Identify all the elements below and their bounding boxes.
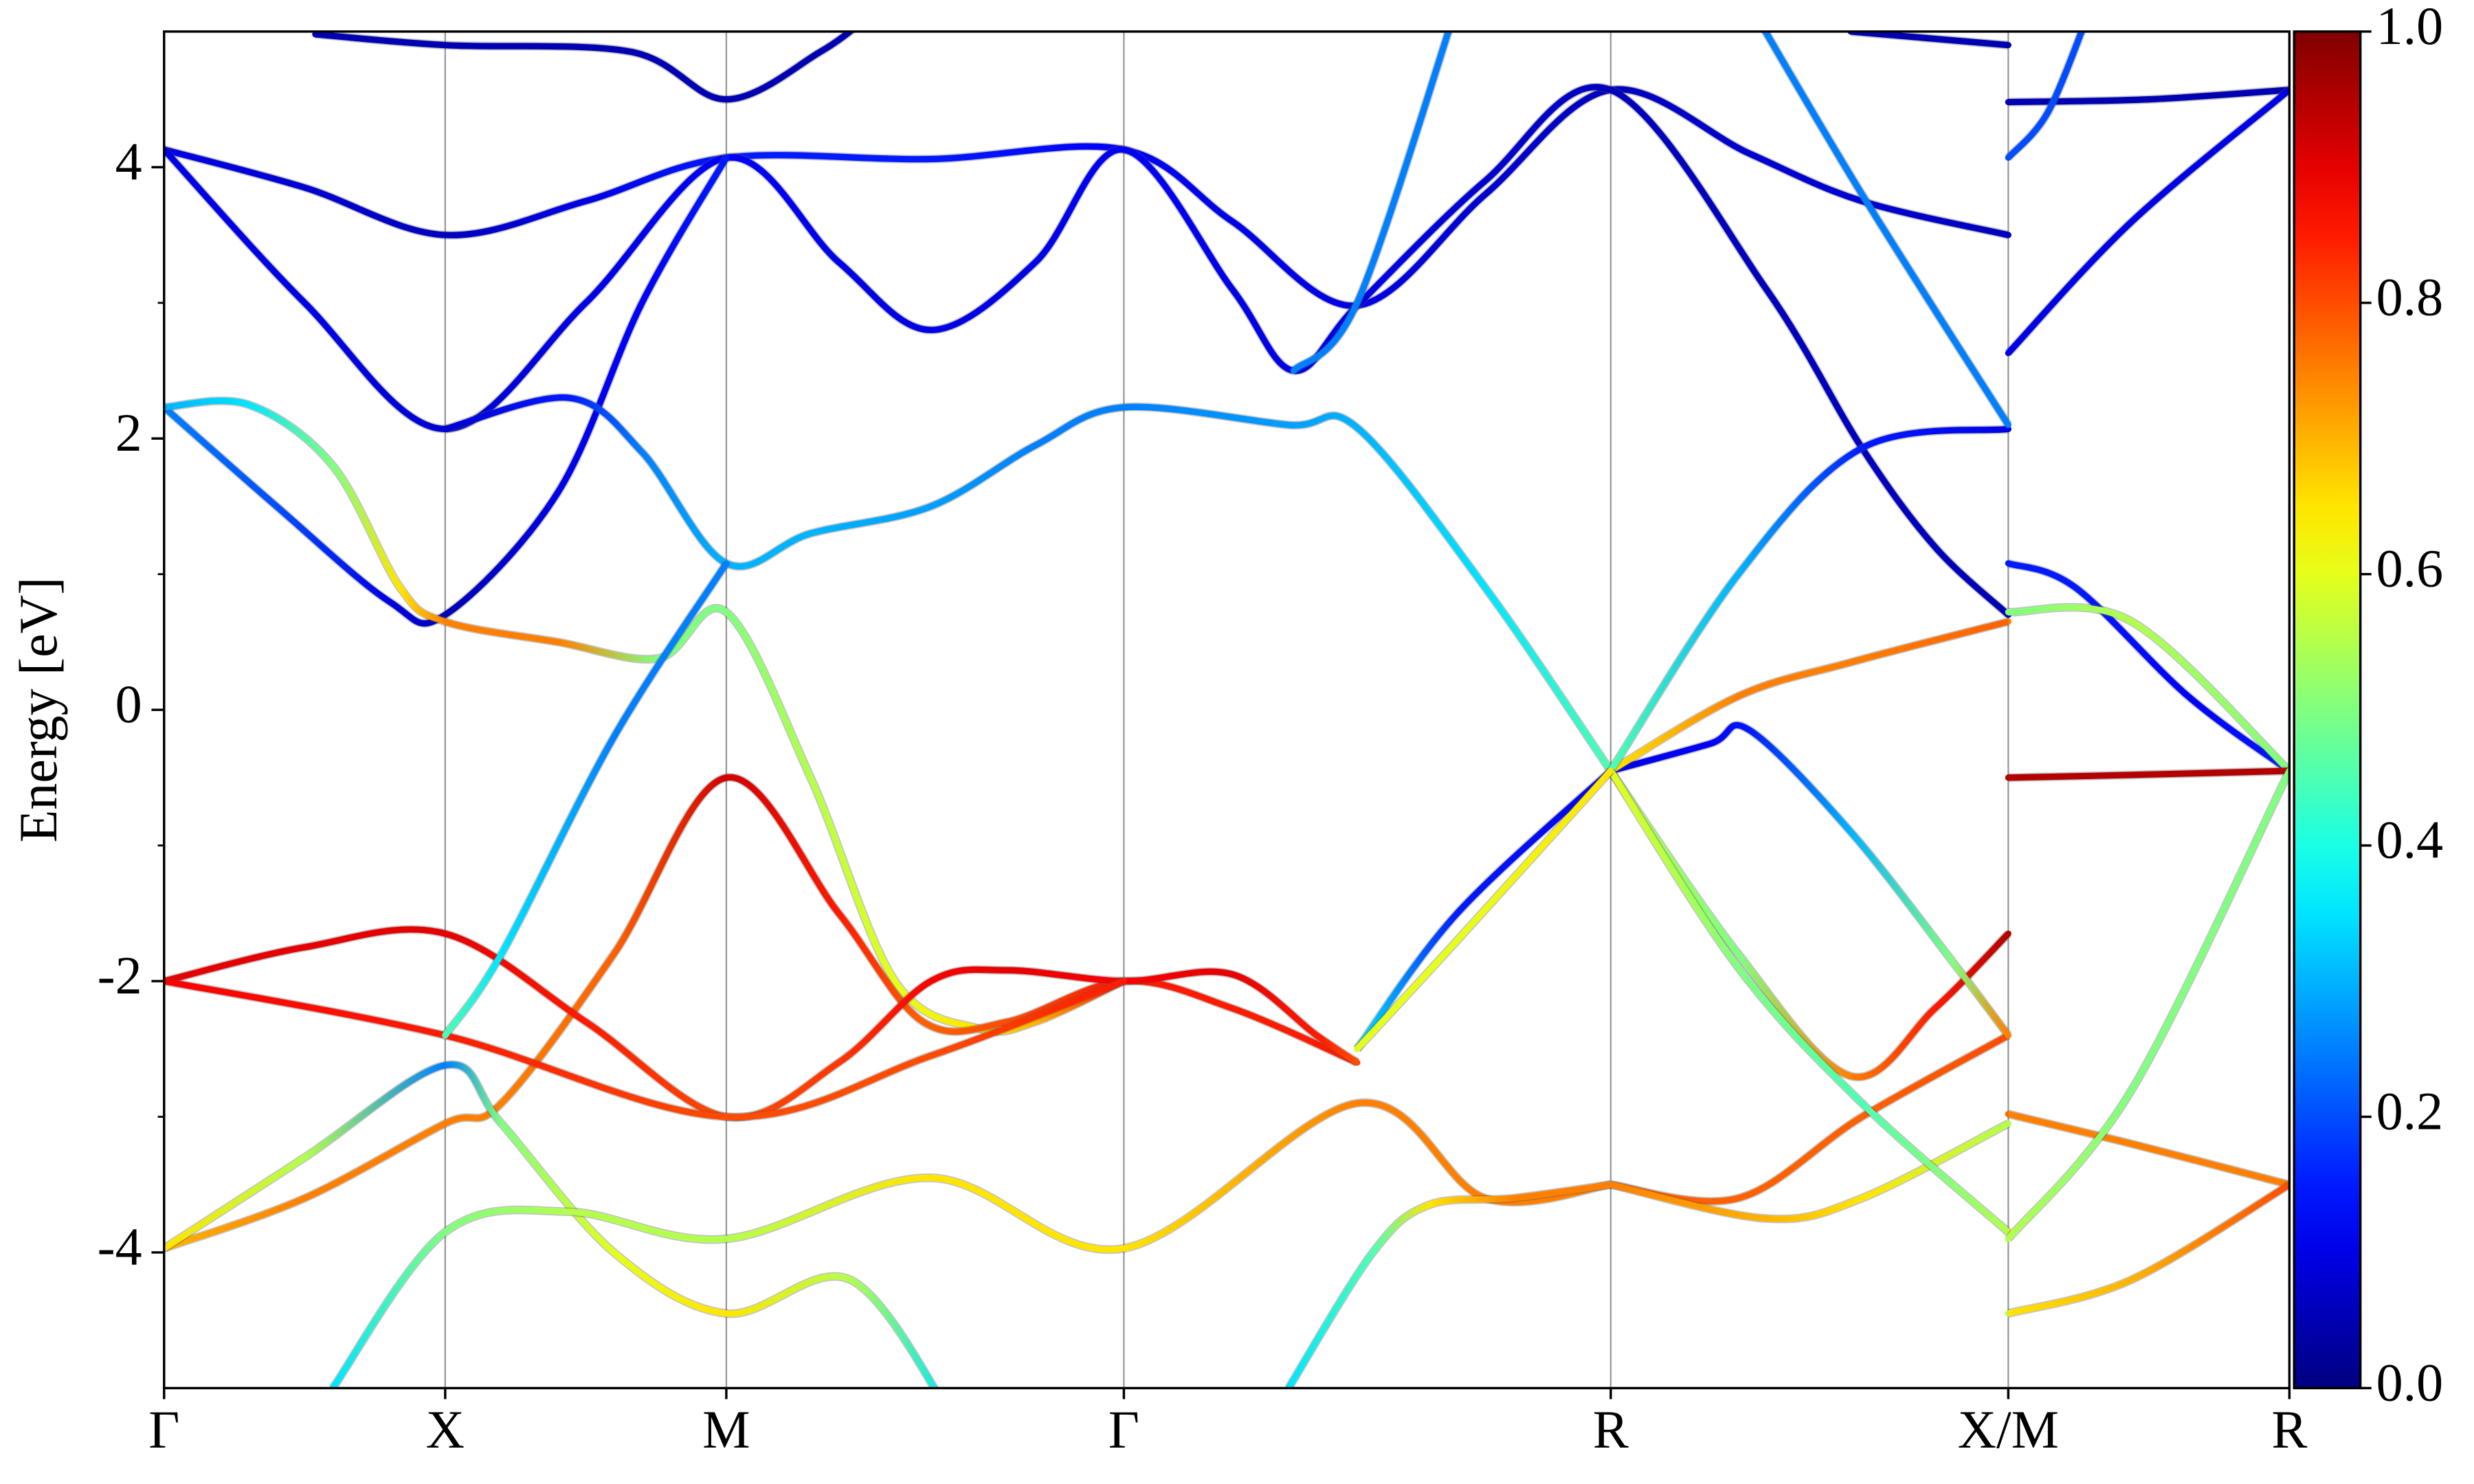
colorbar-tick-label: 0.4 (2376, 810, 2444, 870)
band-outline (315, 31, 857, 104)
band-outline (2005, 31, 2086, 161)
x-tick-label: R (1593, 1399, 1629, 1459)
y-axis-label: Energy [eV] (8, 577, 68, 842)
band (164, 154, 730, 627)
colorbar-tick-label: 0.8 (2376, 267, 2444, 327)
band (2005, 560, 2290, 774)
colorbar-tick-label: 1.0 (2376, 0, 2444, 56)
band (2005, 767, 2290, 781)
y-tick-label: -2 (98, 945, 142, 1005)
y-tick-label: -4 (98, 1217, 142, 1277)
axes: Γ X M Γ R X/M R -4 -2 0 2 4 (98, 131, 2308, 1459)
band (1607, 1120, 2011, 1222)
band-outline (2005, 86, 2290, 357)
band-outline (1607, 768, 2290, 1318)
band (1607, 721, 2011, 1039)
band-outline (164, 976, 1126, 1122)
x-tick-label: Γ (148, 1399, 179, 1459)
band (312, 31, 856, 103)
band (1607, 425, 2011, 774)
band-outline (2005, 769, 2290, 1242)
band (164, 84, 2011, 618)
band (1761, 31, 2011, 429)
colorbar-tick-label: 0.6 (2376, 539, 2444, 598)
band (1607, 767, 2290, 1317)
band (329, 1099, 1614, 1389)
band-outline (1284, 1180, 1612, 1389)
band (1607, 767, 2011, 1081)
band (1607, 618, 2290, 1188)
band-outline (444, 393, 1614, 774)
band (164, 978, 1127, 1121)
x-tick-label: R (2271, 1399, 2307, 1459)
colorbar: 0.0 0.2 0.4 0.6 0.8 1.0 (2293, 0, 2444, 1412)
bands (164, 31, 2290, 1389)
band (1290, 31, 1452, 374)
band-outline (1290, 31, 1453, 374)
band (442, 394, 1614, 774)
y-tick-label: 0 (115, 674, 142, 734)
band-outline (1609, 721, 2012, 1038)
colorbar-fill (2293, 30, 2362, 1390)
band-outline (1607, 425, 2009, 774)
colorbar-tick-label: 0.2 (2376, 1081, 2444, 1140)
band (1354, 767, 1614, 1053)
band (2005, 87, 2290, 357)
band (1354, 767, 1614, 1053)
band (164, 926, 1361, 1121)
band-outline (164, 1060, 939, 1389)
band-outline (1609, 1119, 2011, 1224)
colorbar-tick-label: 0.0 (2376, 1352, 2444, 1412)
band-outline (164, 396, 1126, 1036)
band-outline (1607, 768, 2011, 1082)
y-tick-label: 2 (115, 403, 142, 462)
band-outline (164, 85, 2009, 311)
band-outline (164, 925, 1360, 1122)
band (164, 86, 2011, 309)
x-tick-label: M (702, 1399, 750, 1459)
band (2005, 767, 2290, 1242)
band (1285, 1181, 1614, 1389)
band (2005, 604, 2290, 774)
band (164, 1061, 938, 1389)
band-outline (164, 82, 2011, 618)
band (442, 560, 730, 1039)
x-tick-label: X/M (1958, 1399, 2059, 1459)
band (164, 397, 1127, 1035)
x-tick-label: Γ (1108, 1399, 1139, 1459)
band (2005, 31, 2085, 161)
x-tick-label: X (426, 1399, 465, 1459)
y-tick-label: 4 (115, 131, 142, 191)
